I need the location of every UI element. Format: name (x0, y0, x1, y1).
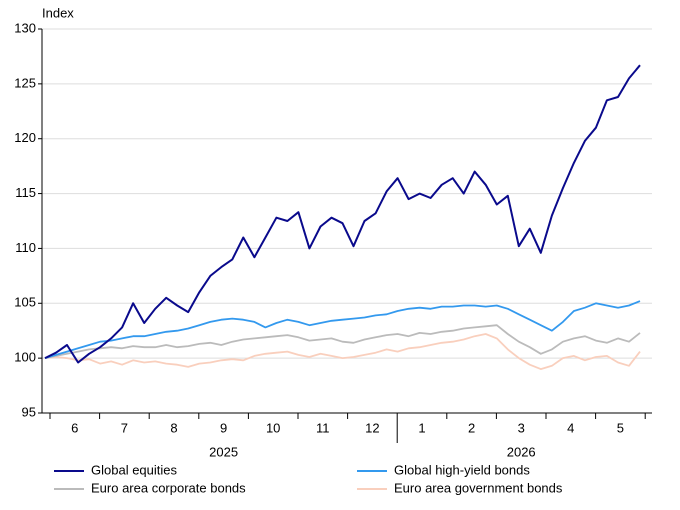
series-line (44, 64, 641, 364)
x-tick-label: 11 (316, 420, 330, 435)
x-tick-label: 9 (220, 420, 227, 435)
x-tick-label: 10 (266, 420, 280, 435)
series-line (44, 324, 641, 359)
y-axis-label: Index (42, 5, 74, 20)
series-line (44, 300, 641, 359)
y-tick-label: 105 (14, 295, 36, 310)
y-tick-label: 95 (22, 404, 36, 419)
x-tick-label: 3 (518, 420, 525, 435)
x-tick-label: 1 (418, 420, 425, 435)
y-tick-label: 125 (14, 75, 36, 90)
y-tick-label: 100 (14, 350, 36, 365)
series-line (44, 333, 641, 370)
legend-label: Euro area government bonds (394, 480, 563, 495)
x-tick-label: 2 (468, 420, 475, 435)
year-label: 2025 (209, 444, 238, 459)
x-tick-label: 8 (170, 420, 177, 435)
x-tick-label: 6 (71, 420, 78, 435)
x-tick-label: 7 (121, 420, 128, 435)
y-tick-label: 115 (15, 185, 36, 200)
y-tick-label: 130 (14, 20, 36, 35)
y-tick-label: 120 (14, 130, 36, 145)
legend-label: Global high-yield bonds (394, 462, 530, 477)
x-tick-label: 12 (365, 420, 379, 435)
x-tick-label: 4 (567, 420, 574, 435)
year-label: 2026 (507, 444, 536, 459)
legend-label: Global equities (91, 462, 177, 477)
x-tick-label: 5 (617, 420, 624, 435)
y-tick-label: 110 (15, 240, 36, 255)
legend-label: Euro area corporate bonds (91, 480, 246, 495)
